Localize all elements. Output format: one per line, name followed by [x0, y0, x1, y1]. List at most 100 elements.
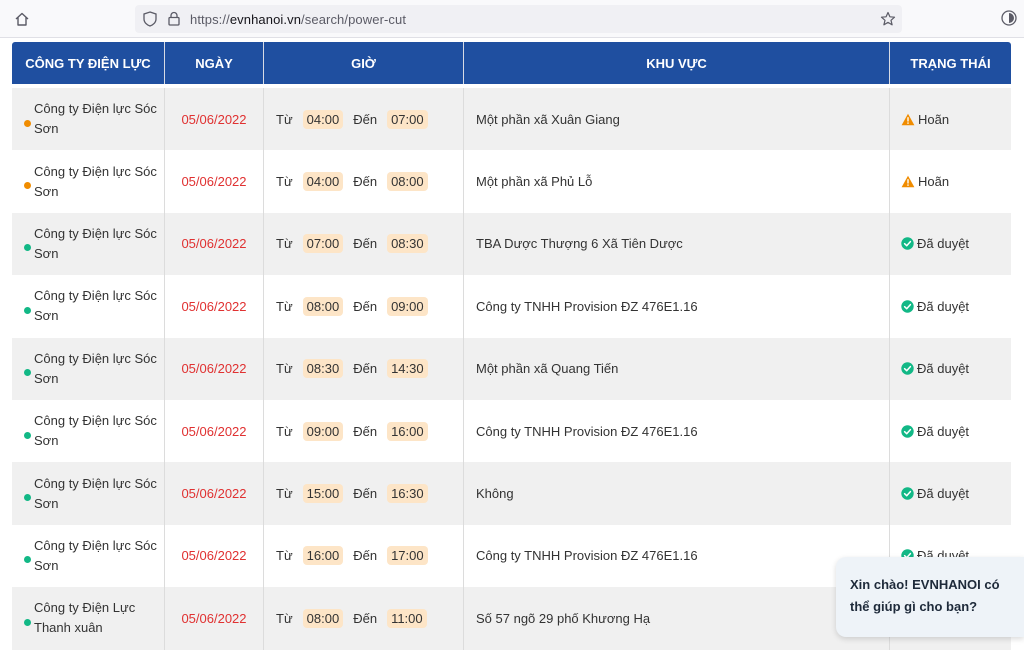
cell-time: Từ 16:00 Đến 17:00: [264, 524, 464, 588]
bookmark-star-icon[interactable]: [880, 11, 896, 32]
status-text: Đã duyệt: [917, 298, 970, 314]
company-name: Công ty Điện lực Sóc Sơn: [34, 163, 157, 199]
status-text: Đã duyệt: [917, 236, 970, 252]
to-label: Đến: [353, 111, 378, 127]
cell-area: Không: [464, 462, 890, 525]
cell-area: Một phần xã Quang Tiến: [464, 337, 890, 400]
time-to-badge: 17:00: [387, 546, 428, 566]
time-from-badge: 08:30: [302, 359, 344, 379]
header-area: KHU VỰC: [464, 42, 890, 84]
cell-time: Từ 07:00 Đến 08:30: [264, 212, 464, 276]
shield-icon[interactable]: [143, 11, 157, 32]
status-dot: [24, 306, 31, 314]
cell-company: Công ty Điện lực Sóc Sơn: [12, 212, 165, 276]
cell-area: TBA Dược Thượng 6 Xã Tiên Dược: [464, 212, 890, 276]
power-cut-table: CÔNG TY ĐIỆN LỰC NGÀY GIỜ KHU VỰC TRẠNG …: [12, 42, 1011, 650]
table-row: Công ty Điện lực Sóc Sơn 05/06/2022 Từ 08:0…: [12, 275, 1011, 338]
time-to-badge: 14:30: [387, 359, 428, 379]
cell-date: 05/06/2022: [165, 88, 264, 151]
table-row: Công ty Điện lực Sóc Sơn 05/06/2022 Từ 08:3…: [12, 337, 1011, 400]
cell-date: 05/06/2022: [165, 337, 264, 400]
status-dot: [24, 182, 31, 190]
check-circle-icon: [901, 362, 914, 375]
cell-company: Công ty Điện lực Sóc Sơn: [12, 524, 165, 588]
cell-area: Công ty TNHH Provision ĐZ 476E1.16: [464, 524, 890, 588]
cell-time: Từ 08:00 Đến 09:00: [264, 275, 464, 338]
cell-area: Công ty TNHH Provision ĐZ 476E1.16: [464, 399, 890, 463]
to-label: Đến: [353, 298, 378, 314]
to-label: Đến: [353, 423, 378, 439]
from-label: Từ: [276, 361, 293, 377]
cell-status: Hoãn: [890, 88, 1011, 150]
status-text: Hoãn: [918, 111, 950, 127]
table-row: Công ty Điện lực Sóc Sơn 05/06/2022 Từ 07:0…: [12, 212, 1011, 276]
warning-icon: [901, 113, 915, 126]
table-row: Công ty Điện lực Sóc Sơn 05/06/2022 Từ 04:0…: [12, 88, 1011, 151]
status-dot: [24, 431, 31, 439]
cell-date: 05/06/2022: [165, 587, 264, 650]
home-icon[interactable]: [12, 9, 32, 29]
from-label: Từ: [276, 111, 293, 127]
table-header: CÔNG TY ĐIỆN LỰC NGÀY GIỜ KHU VỰC TRẠNG …: [12, 42, 1011, 84]
to-label: Đến: [353, 236, 378, 252]
to-label: Đến: [353, 486, 378, 502]
cell-company: Công ty Điện lực Sóc Sơn: [12, 337, 165, 400]
url-text[interactable]: https://evnhanoi.vn/search/power-cut: [190, 12, 406, 27]
cell-company: Công ty Điện Lực Thanh xuân: [12, 587, 165, 650]
company-name: Công ty Điện lực Sóc Sơn: [34, 413, 157, 449]
cell-status: Đã duyệt: [890, 338, 1011, 400]
table-body: Công ty Điện lực Sóc Sơn 05/06/2022 Từ 04:0…: [12, 88, 1011, 650]
to-label: Đến: [353, 174, 378, 190]
time-to-badge: 09:00: [387, 296, 428, 316]
cell-date: 05/06/2022: [165, 462, 264, 525]
status-dot: [24, 618, 31, 626]
time-from-badge: 04:00: [302, 109, 344, 129]
company-name: Công ty Điện lực Sóc Sơn: [34, 475, 157, 511]
table-row: Công ty Điện lực Sóc Sơn 05/06/2022 Từ 15:0…: [12, 462, 1011, 525]
company-name: Công ty Điện lực Sóc Sơn: [34, 101, 157, 137]
time-to-badge: 08:30: [387, 234, 428, 254]
page-content: CÔNG TY ĐIỆN LỰC NGÀY GIỜ KHU VỰC TRẠNG …: [0, 38, 1024, 650]
cell-date: 05/06/2022: [165, 399, 264, 463]
cell-company: Công ty Điện lực Sóc Sơn: [12, 399, 165, 463]
cell-time: Từ 08:00 Đến 11:00: [264, 587, 464, 650]
browser-toolbar: https://evnhanoi.vn/search/power-cut: [0, 0, 1024, 38]
header-company: CÔNG TY ĐIỆN LỰC: [12, 42, 165, 84]
status-dot: [24, 119, 31, 127]
time-to-badge: 16:00: [387, 421, 428, 441]
cell-company: Công ty Điện lực Sóc Sơn: [12, 150, 165, 213]
cell-status: Đã duyệt: [890, 462, 1011, 524]
url-path: /search/power-cut: [301, 12, 407, 27]
check-circle-icon: [901, 487, 914, 500]
address-bar[interactable]: https://evnhanoi.vn/search/power-cut: [135, 5, 902, 33]
time-to-badge: 08:00: [387, 172, 428, 192]
from-label: Từ: [276, 298, 293, 314]
cell-company: Công ty Điện lực Sóc Sơn: [12, 88, 165, 151]
to-label: Đến: [353, 361, 378, 377]
company-name: Công ty Điện Lực Thanh xuân: [34, 600, 136, 636]
table-row: Công ty Điện lực Sóc Sơn 05/06/2022 Từ 04:0…: [12, 150, 1011, 213]
from-label: Từ: [276, 174, 293, 190]
app-menu-icon[interactable]: [1000, 9, 1020, 29]
to-label: Đến: [353, 548, 378, 564]
time-from-badge: 16:00: [302, 546, 344, 566]
time-to-badge: 07:00: [387, 109, 428, 129]
time-from-badge: 08:00: [302, 296, 344, 316]
status-text: Đã duyệt: [917, 486, 970, 502]
cell-date: 05/06/2022: [165, 524, 264, 588]
header-status: TRẠNG THÁI: [910, 55, 991, 71]
from-label: Từ: [276, 236, 293, 252]
chat-greeting-bubble[interactable]: Xin chào! EVNHANOI có thể giúp gì cho bạ…: [836, 557, 1024, 637]
table-row: Công ty Điện lực Sóc Sơn 05/06/2022 Từ 09:0…: [12, 399, 1011, 463]
cell-status: Đã duyệt: [890, 400, 1011, 462]
cell-time: Từ 09:00 Đến 16:00: [264, 399, 464, 463]
company-name: Công ty Điện lực Sóc Sơn: [34, 350, 157, 386]
cell-time: Từ 04:00 Đến 08:00: [264, 150, 464, 213]
status-text: Đã duyệt: [917, 361, 970, 377]
from-label: Từ: [276, 486, 293, 502]
company-name: Công ty Điện lực Sóc Sơn: [34, 225, 157, 261]
cell-status: Đã duyệt: [890, 275, 1011, 337]
lock-icon[interactable]: [168, 11, 180, 31]
from-label: Từ: [276, 610, 293, 626]
check-circle-icon: [901, 237, 914, 251]
